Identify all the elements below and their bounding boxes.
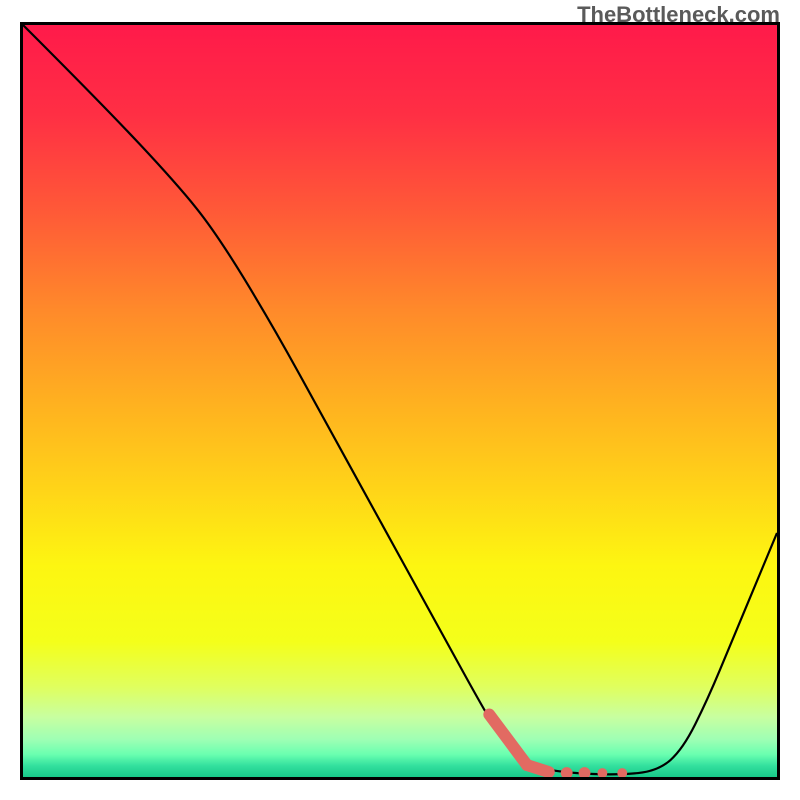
watermark-text: TheBottleneck.com: [577, 2, 780, 28]
chart-frame: [20, 22, 780, 780]
chart-curve-layer: [23, 25, 777, 777]
main-curve: [23, 25, 777, 774]
overlay-highlight: [489, 714, 627, 777]
